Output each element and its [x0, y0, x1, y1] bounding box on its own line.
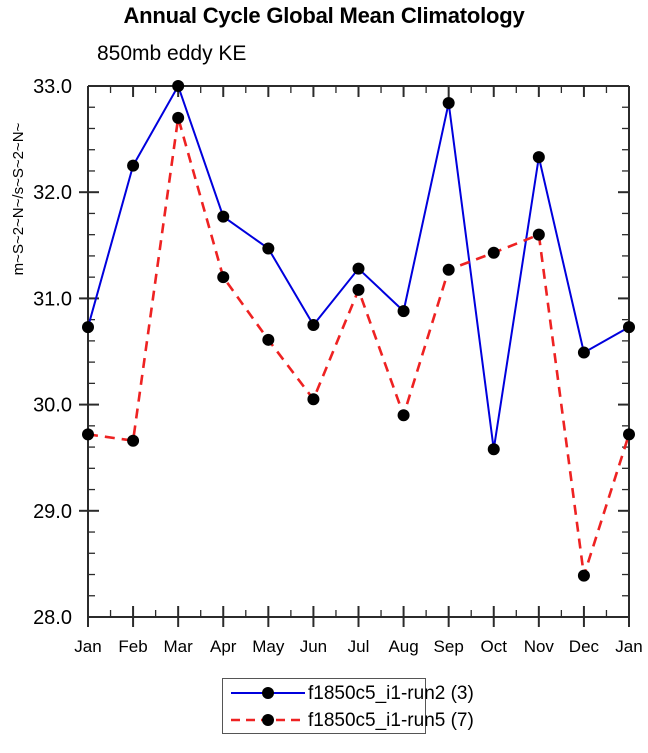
legend-label-run2: f1850c5_i1-run2 (3)	[308, 682, 474, 704]
x-tick-label: Jul	[348, 637, 370, 656]
data-point-s2-Feb[interactable]	[127, 434, 140, 447]
legend-entry-run2[interactable]: f1850c5_i1-run2 (3)	[223, 679, 474, 707]
data-point-s1-Mar[interactable]	[172, 80, 185, 92]
y-tick-label: 30.0	[33, 395, 72, 417]
y-tick-label: 32.0	[33, 182, 72, 204]
x-tick-label: Jun	[300, 637, 327, 656]
data-point-s1-Jun[interactable]	[307, 318, 320, 331]
y-tick-label: 33.0	[33, 76, 72, 98]
x-tick-label: Dec	[569, 637, 600, 656]
data-point-s1-Jan[interactable]	[623, 321, 635, 334]
data-point-s1-Oct[interactable]	[487, 443, 500, 456]
data-point-s1-Sep[interactable]	[442, 96, 455, 109]
x-tick-label: Mar	[164, 637, 194, 656]
data-point-s2-Jan[interactable]	[623, 428, 635, 441]
x-tick-label: Oct	[481, 637, 508, 656]
y-tick-label: 31.0	[33, 288, 72, 310]
x-tick-label: Sep	[434, 637, 464, 656]
data-point-s2-Aug[interactable]	[397, 409, 410, 422]
x-tick-label: Feb	[118, 637, 147, 656]
data-point-s2-Sep[interactable]	[442, 263, 455, 276]
series-line-2	[87, 117, 631, 576]
data-point-s1-Jul[interactable]	[352, 262, 365, 275]
x-tick-label: Jan	[615, 637, 642, 656]
data-point-s2-Nov[interactable]	[532, 228, 545, 241]
chart-legend: f1850c5_i1-run2 (3) f1850c5_i1-run5 (7)	[222, 678, 474, 734]
legend-swatch-run2	[229, 682, 307, 704]
y-tick-label: 29.0	[33, 501, 72, 523]
data-point-s2-Jul[interactable]	[352, 283, 365, 296]
data-point-s2-Jun[interactable]	[307, 393, 320, 406]
chart-subtitle: 850mb eddy KE	[97, 42, 247, 65]
data-point-s2-Jan[interactable]	[82, 428, 94, 441]
data-point-s1-Jan[interactable]	[82, 321, 94, 334]
page-title: Annual Cycle Global Mean Climatology	[123, 3, 525, 28]
legend-swatch-run5	[229, 709, 307, 731]
legend-entry-run5[interactable]: f1850c5_i1-run5 (7)	[223, 706, 474, 734]
legend-label-run5: f1850c5_i1-run5 (7)	[308, 709, 474, 731]
x-tick-label: Aug	[388, 637, 418, 656]
x-tick-label: Nov	[524, 637, 555, 656]
data-point-s1-Apr[interactable]	[217, 210, 230, 223]
data-point-s2-Oct[interactable]	[487, 246, 500, 259]
data-point-s2-Dec[interactable]	[577, 569, 590, 582]
x-tick-label: May	[252, 637, 285, 656]
x-tick-label: Jan	[74, 637, 101, 656]
data-point-s1-May[interactable]	[262, 242, 275, 255]
data-point-s1-Aug[interactable]	[397, 305, 410, 318]
data-point-s2-May[interactable]	[262, 333, 275, 346]
data-point-s2-Mar[interactable]	[172, 111, 185, 124]
x-tick-label: Apr	[210, 637, 237, 656]
data-point-s2-Apr[interactable]	[217, 271, 230, 284]
data-point-s1-Feb[interactable]	[127, 159, 140, 172]
y-tick-label: 28.0	[33, 607, 72, 629]
data-point-s1-Nov[interactable]	[532, 151, 545, 164]
data-point-s1-Dec[interactable]	[577, 346, 590, 359]
